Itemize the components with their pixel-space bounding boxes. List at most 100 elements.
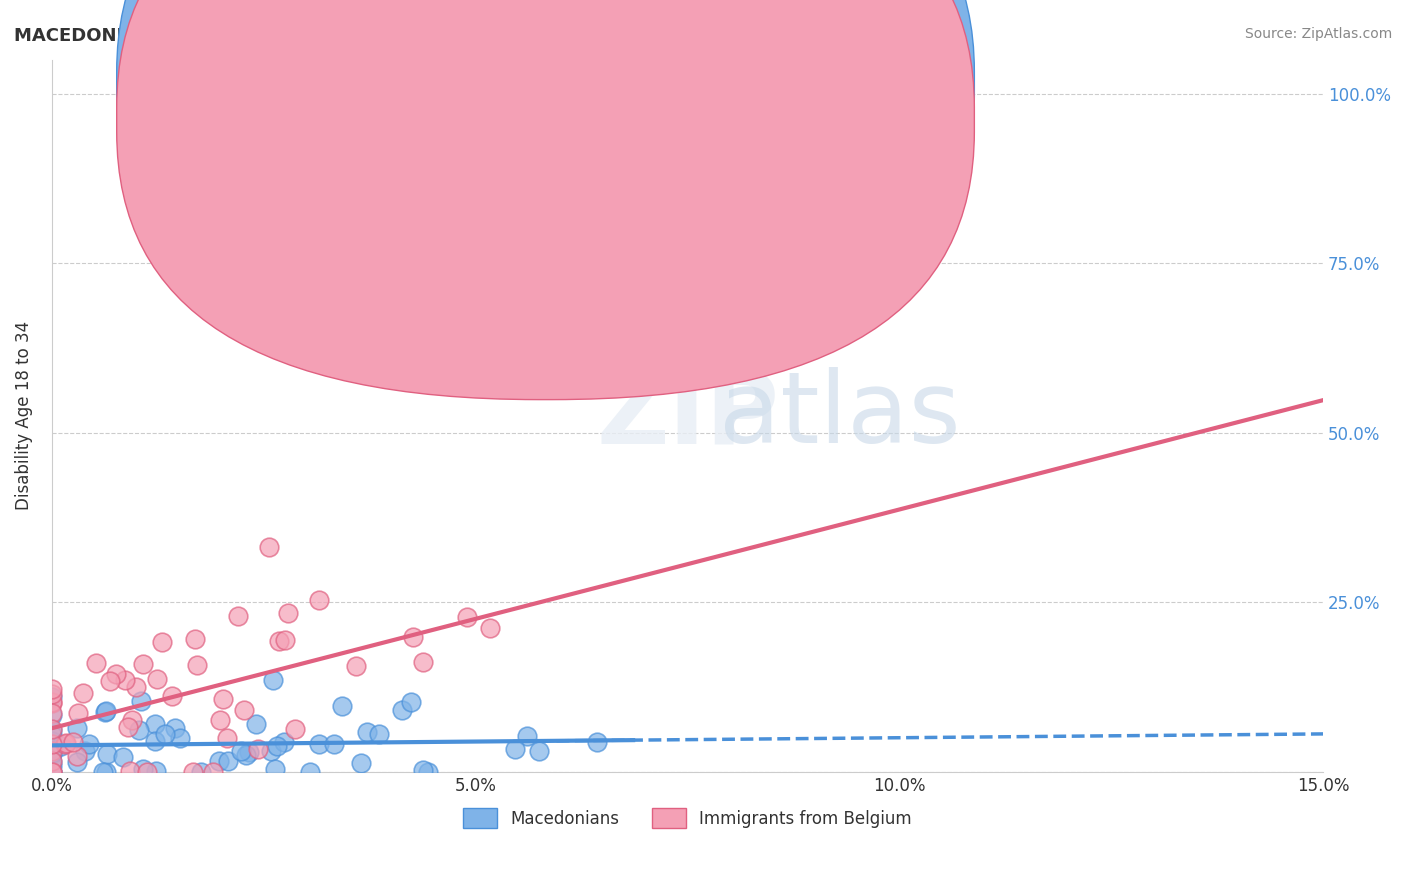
Macedonians <box>111 749 134 764</box>
Macedonians <box>145 764 167 779</box>
Immigrants from Belgium <box>226 609 249 624</box>
Macedonians <box>49 739 72 753</box>
Macedonians <box>238 746 260 760</box>
Immigrants from Belgium <box>117 720 139 734</box>
Immigrants from Belgium <box>344 658 367 673</box>
Immigrants from Belgium <box>41 706 63 720</box>
Immigrants from Belgium <box>100 673 122 688</box>
Macedonians <box>330 699 353 714</box>
Macedonians <box>94 705 117 719</box>
Macedonians <box>399 695 422 709</box>
Immigrants from Belgium <box>41 687 63 701</box>
Macedonians <box>41 738 63 752</box>
Immigrants from Belgium <box>135 765 157 780</box>
Immigrants from Belgium <box>41 722 63 736</box>
Macedonians <box>94 765 117 780</box>
Macedonians <box>41 690 63 704</box>
Immigrants from Belgium <box>66 706 89 720</box>
Text: N = 63: N = 63 <box>724 76 792 94</box>
Immigrants from Belgium <box>41 695 63 709</box>
Macedonians <box>143 716 166 731</box>
Immigrants from Belgium <box>118 764 141 778</box>
Macedonians <box>367 727 389 741</box>
Legend: Macedonians, Immigrants from Belgium: Macedonians, Immigrants from Belgium <box>457 801 918 835</box>
Immigrants from Belgium <box>121 713 143 727</box>
Macedonians <box>41 758 63 772</box>
Immigrants from Belgium <box>479 621 502 635</box>
Macedonians <box>66 755 89 769</box>
Macedonians <box>131 762 153 776</box>
Immigrants from Belgium <box>308 593 330 607</box>
Macedonians <box>41 743 63 757</box>
Macedonians <box>129 694 152 708</box>
Macedonians <box>245 717 267 731</box>
Macedonians <box>308 737 330 751</box>
Immigrants from Belgium <box>402 630 425 644</box>
Macedonians <box>41 728 63 742</box>
Immigrants from Belgium <box>41 743 63 757</box>
Text: R = 0.509: R = 0.509 <box>555 112 645 129</box>
Macedonians <box>418 765 440 780</box>
Macedonians <box>41 746 63 760</box>
Macedonians <box>77 737 100 751</box>
Macedonians <box>235 748 257 763</box>
Immigrants from Belgium <box>277 607 299 621</box>
Immigrants from Belgium <box>186 657 208 672</box>
Macedonians <box>66 721 89 735</box>
Macedonians <box>96 747 118 761</box>
Immigrants from Belgium <box>41 682 63 697</box>
Macedonians <box>412 763 434 777</box>
Immigrants from Belgium <box>284 722 307 736</box>
Macedonians <box>298 765 321 780</box>
Text: MACEDONIAN VS IMMIGRANTS FROM BELGIUM DISABILITY AGE 18 TO 34 CORRELATION CHART: MACEDONIAN VS IMMIGRANTS FROM BELGIUM DI… <box>14 27 970 45</box>
Immigrants from Belgium <box>412 655 434 669</box>
Macedonians <box>41 756 63 770</box>
Macedonians <box>229 744 252 758</box>
Macedonians <box>128 723 150 737</box>
Immigrants from Belgium <box>274 632 297 647</box>
Immigrants from Belgium <box>160 689 183 703</box>
Text: Source: ZipAtlas.com: Source: ZipAtlas.com <box>1244 27 1392 41</box>
Immigrants from Belgium <box>62 735 84 749</box>
Immigrants from Belgium <box>146 673 169 687</box>
Macedonians <box>41 734 63 748</box>
Macedonians <box>153 727 176 741</box>
Macedonians <box>260 744 283 758</box>
Macedonians <box>41 747 63 762</box>
Macedonians <box>217 754 239 768</box>
Macedonians <box>527 744 550 758</box>
Immigrants from Belgium <box>55 736 77 750</box>
Immigrants from Belgium <box>257 541 280 555</box>
Macedonians <box>190 765 212 780</box>
Macedonians <box>41 739 63 754</box>
Macedonians <box>143 733 166 747</box>
Immigrants from Belgium <box>53 738 76 752</box>
Macedonians <box>169 731 191 746</box>
Macedonians <box>41 745 63 759</box>
Macedonians <box>266 739 288 753</box>
Macedonians <box>391 703 413 717</box>
Immigrants from Belgium <box>105 667 128 681</box>
Immigrants from Belgium <box>217 731 239 746</box>
Text: R = 0.226: R = 0.226 <box>555 76 645 94</box>
Macedonians <box>75 744 97 758</box>
Macedonians <box>41 723 63 738</box>
Text: N = 51: N = 51 <box>724 112 792 129</box>
Immigrants from Belgium <box>183 632 205 646</box>
Immigrants from Belgium <box>41 755 63 769</box>
Immigrants from Belgium <box>41 765 63 780</box>
Immigrants from Belgium <box>132 657 155 672</box>
Macedonians <box>41 765 63 780</box>
Immigrants from Belgium <box>125 680 148 694</box>
Macedonians <box>356 724 378 739</box>
Immigrants from Belgium <box>456 610 478 624</box>
Macedonians <box>585 735 607 749</box>
Immigrants from Belgium <box>183 765 205 780</box>
Text: ZIP: ZIP <box>596 368 779 465</box>
Macedonians <box>262 673 284 687</box>
Macedonians <box>207 754 229 768</box>
Macedonians <box>91 765 114 780</box>
Immigrants from Belgium <box>86 656 108 670</box>
Immigrants from Belgium <box>208 713 231 727</box>
Immigrants from Belgium <box>66 748 89 763</box>
